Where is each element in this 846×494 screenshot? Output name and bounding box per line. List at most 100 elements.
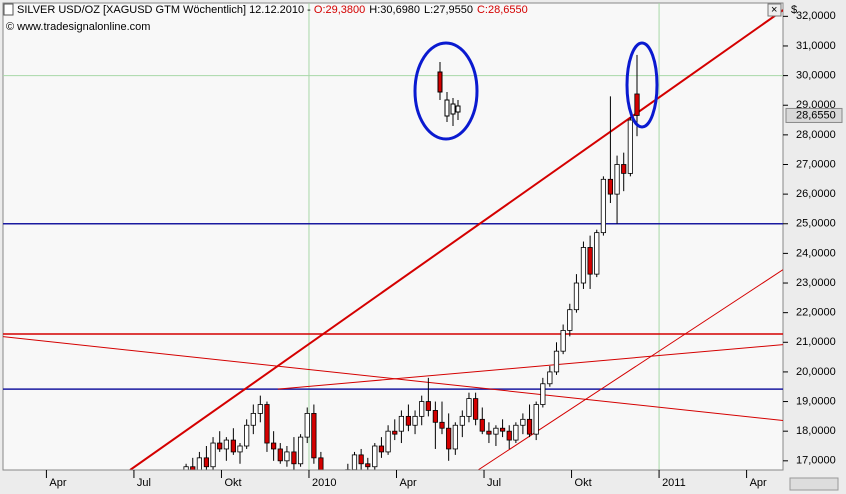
- y-tick-label: 19,0000: [796, 395, 836, 407]
- x-tick-label: Jul: [137, 477, 151, 489]
- y-axis: 17,0000 18,0000 19,0000 20,0000 21,0000 22,00…: [783, 10, 843, 467]
- y-tick-label: 27,0000: [796, 158, 836, 170]
- y-tick-label: 28,0000: [796, 129, 836, 141]
- y-tick-label: 31,0000: [796, 40, 836, 52]
- candle-body: [311, 413, 317, 459]
- y-tick-label: 22,0000: [796, 307, 836, 319]
- x-tick-label: Apr: [400, 477, 417, 489]
- candle-body: [392, 430, 398, 435]
- candle-body: [297, 436, 304, 465]
- candle-body: [405, 415, 412, 426]
- candle-body: [196, 457, 203, 470]
- candle-body: [493, 427, 499, 435]
- candle-body: [318, 457, 324, 470]
- title-text: SILVER USD/OZ [XAGUSD GTM Wöchentlich] 1…: [17, 4, 314, 16]
- y-tick-label: 23,0000: [796, 277, 836, 289]
- candle-body: [533, 404, 539, 435]
- candle-body: [372, 445, 378, 468]
- candle-body: [547, 371, 553, 385]
- x-axis: Apr Jul Okt 2010 Apr Jul Okt 2011 Apr: [3, 469, 783, 489]
- candle-body: [230, 439, 236, 453]
- candle-body: [600, 178, 607, 234]
- candle-body: [540, 383, 546, 405]
- grid-group: [3, 3, 783, 470]
- last-price-box: [785, 107, 843, 123]
- candle-body: [580, 247, 587, 284]
- candle-body: [257, 404, 263, 414]
- candle-body: [419, 401, 425, 417]
- candle-body: [291, 451, 297, 465]
- close-icon[interactable]: ×: [771, 4, 777, 16]
- candle-body: [244, 424, 250, 447]
- candle-body: [607, 178, 614, 195]
- candle-body: [473, 398, 479, 420]
- x-tick-label: Apr: [49, 477, 66, 489]
- candle-body: [271, 442, 277, 450]
- y-tick-label: 20,0000: [796, 366, 836, 378]
- x-tick-label: 2011: [662, 477, 686, 489]
- candle-body: [378, 445, 385, 453]
- y-tick-label: 25,0000: [796, 218, 836, 230]
- y-tick-label: 26,0000: [796, 188, 836, 200]
- y-tick-label: 17,0000: [796, 455, 836, 467]
- candle-body: [365, 463, 371, 468]
- candle-body: [567, 309, 573, 331]
- x-tick-label: Okt: [575, 477, 592, 489]
- x-tick-label: Okt: [224, 477, 241, 489]
- annotation-ellipse: [413, 41, 479, 141]
- candle-body: [499, 427, 506, 432]
- x-tick-label: Apr: [750, 477, 767, 489]
- candle-body: [223, 439, 229, 450]
- candle-body: [587, 247, 593, 275]
- y-tick-label: 32,0000: [796, 10, 836, 22]
- y-tick-label: 30,0000: [796, 70, 836, 82]
- candle-body: [250, 413, 256, 426]
- header-high: H:30,6980: [369, 4, 420, 16]
- trend-line: [277, 344, 783, 390]
- x-tick-label: Jul: [487, 477, 501, 489]
- candle-body: [425, 401, 431, 411]
- close-button[interactable]: [767, 3, 782, 17]
- trend-line: [129, 9, 783, 470]
- candle-body: [183, 466, 189, 470]
- candle-body: [284, 451, 290, 462]
- candle-body: [412, 415, 418, 426]
- candle-body: [264, 404, 270, 444]
- candle-body: [594, 232, 600, 275]
- candle-body: [210, 442, 216, 468]
- candle-body: [398, 415, 405, 432]
- header-icon: [3, 3, 14, 16]
- candle-body: [459, 415, 465, 426]
- y-axis-panel: [784, 3, 846, 470]
- chart-title: SILVER USD/OZ [XAGUSD GTM Wöchentlich] 1…: [17, 4, 528, 16]
- candle-body: [385, 430, 391, 453]
- candle-body: [553, 350, 560, 373]
- candle-body: [526, 418, 533, 435]
- y-tick-label: 18,0000: [796, 425, 836, 437]
- last-price-label: 28,6550: [796, 109, 836, 121]
- candle-body: [513, 424, 519, 441]
- header-low: L:27,9550: [424, 4, 473, 16]
- candle-body: [486, 430, 492, 435]
- candle-body: [634, 93, 640, 116]
- y-axis-label: $: [791, 4, 797, 16]
- source-label: © www.tradesignalonline.com: [6, 21, 150, 33]
- annotation-ellipse: [625, 41, 659, 129]
- candle-body: [217, 442, 223, 450]
- header-open: O:29,3800: [314, 4, 365, 16]
- zoom-controls[interactable]: [789, 477, 839, 491]
- candle-body: [506, 430, 512, 441]
- candle-body: [432, 410, 438, 423]
- annotation-zoom: [437, 62, 461, 126]
- candle-body: [203, 457, 210, 468]
- source-text: www.tradesignalonline.com: [16, 21, 150, 33]
- candle-body: [621, 164, 627, 174]
- candle-body: [358, 454, 364, 465]
- x-tick-label: 2010: [312, 477, 336, 489]
- candle-body: [304, 413, 310, 438]
- candle-body: [479, 418, 485, 432]
- candle-body: [466, 398, 472, 417]
- candle-body: [237, 445, 243, 453]
- candle-body: [520, 418, 526, 426]
